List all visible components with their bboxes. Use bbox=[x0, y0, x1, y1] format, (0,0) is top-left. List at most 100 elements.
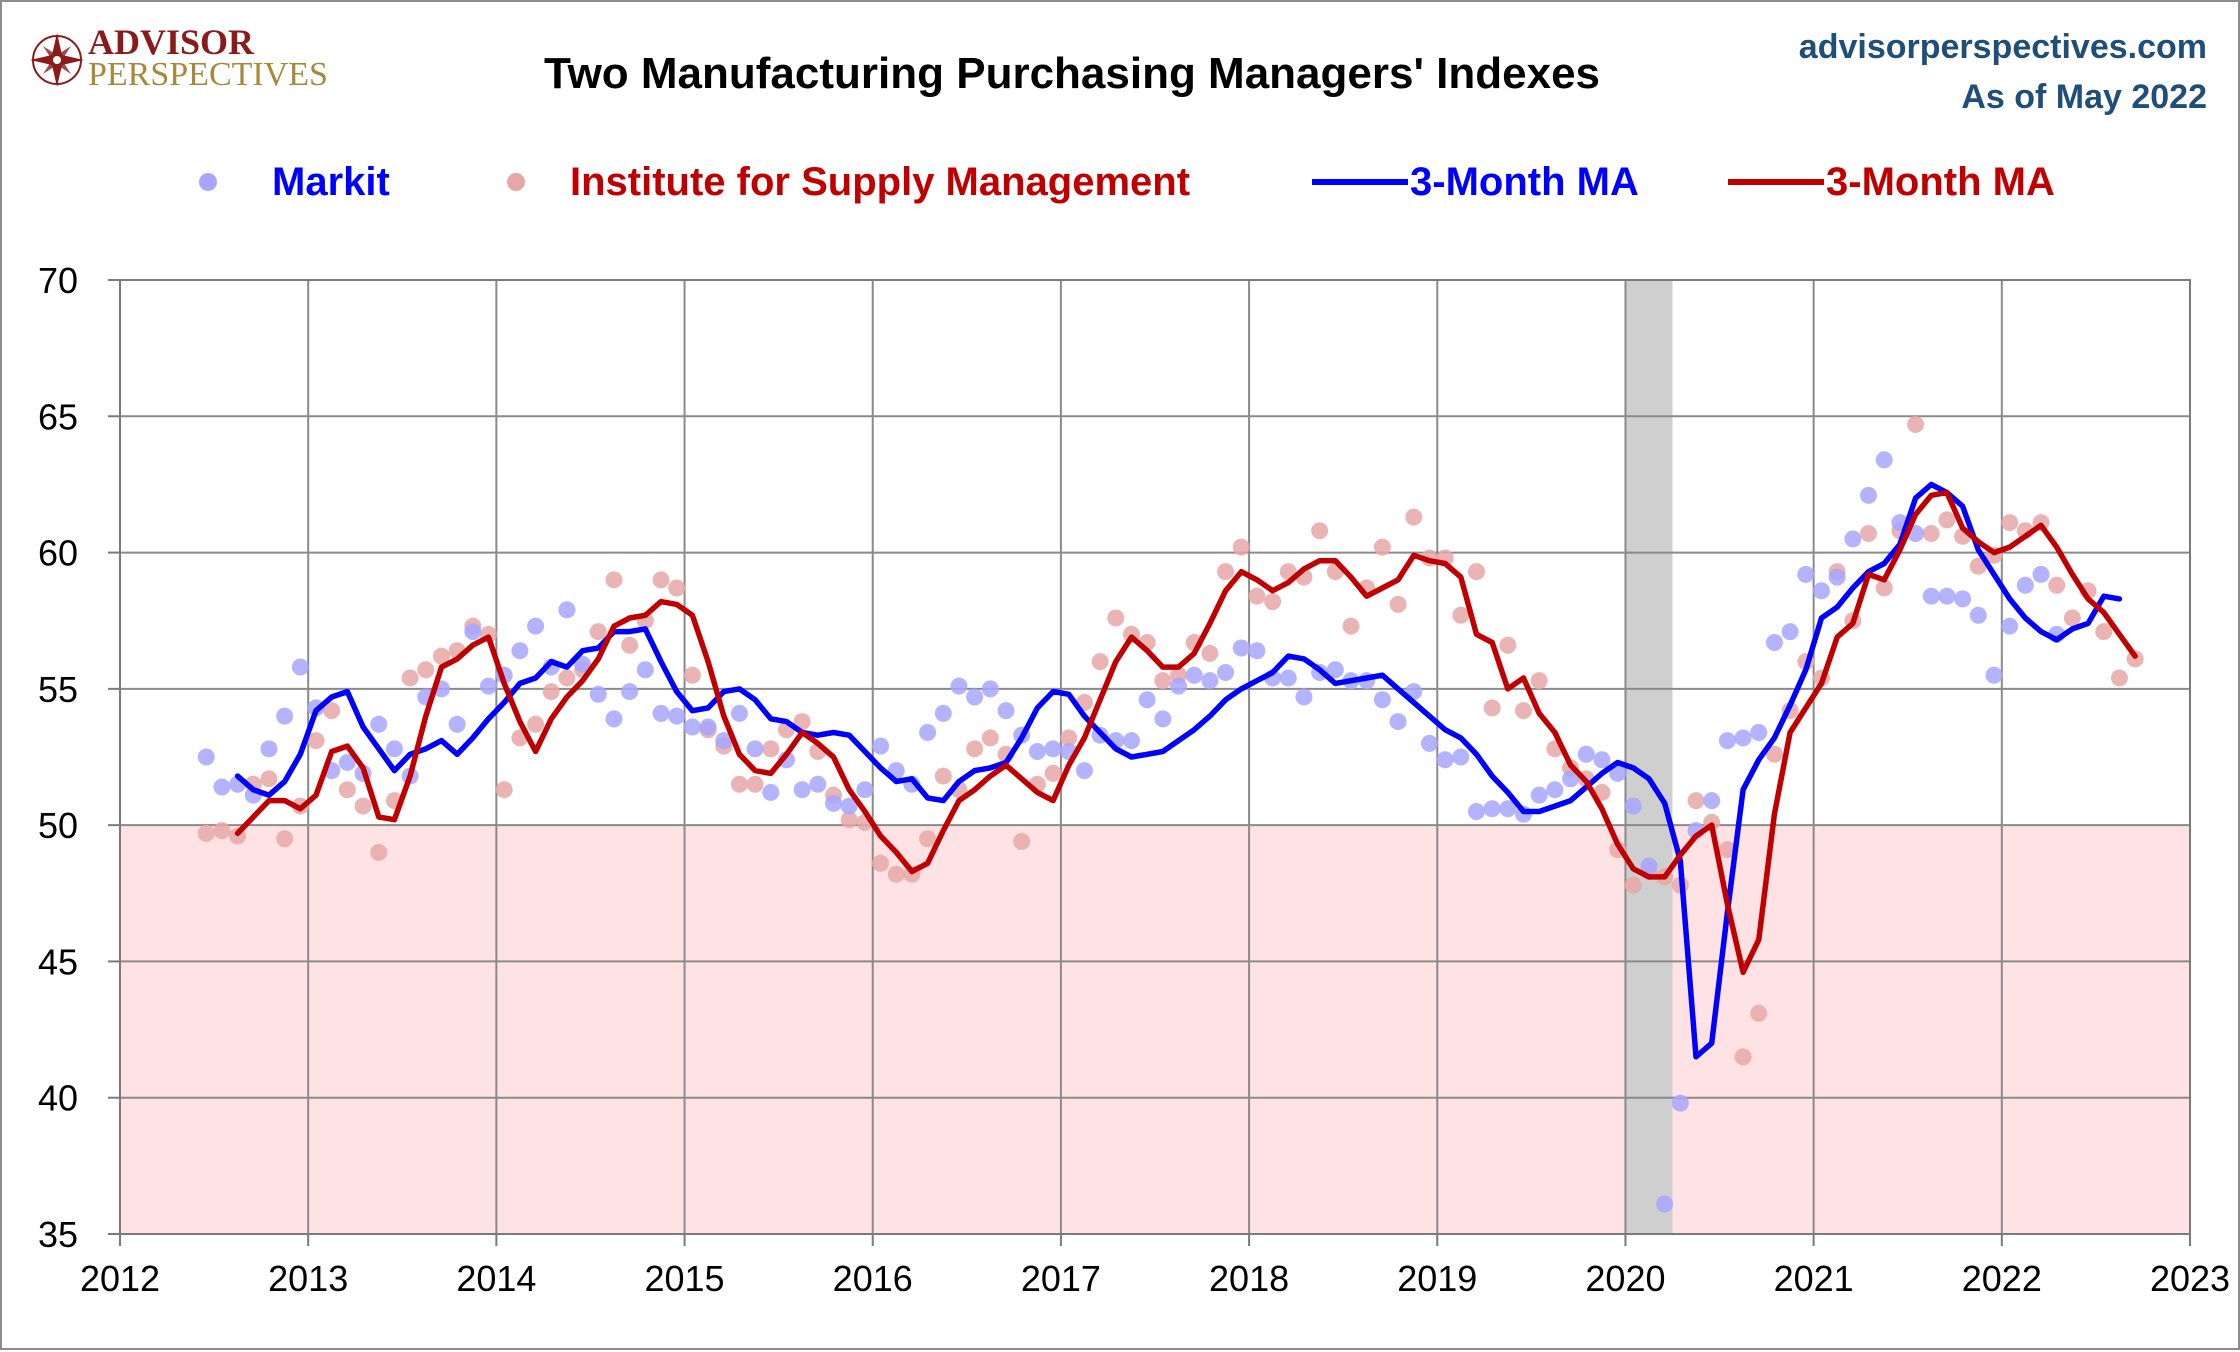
markit-point bbox=[652, 704, 670, 722]
legend-label-ism: Institute for Supply Management bbox=[570, 160, 1190, 204]
ism-point bbox=[887, 865, 905, 883]
ism-point bbox=[338, 781, 356, 799]
markit-point bbox=[2001, 617, 2019, 635]
markit-point bbox=[213, 778, 231, 796]
markit-point bbox=[1201, 672, 1219, 690]
ism-point bbox=[401, 669, 419, 687]
markit-point bbox=[1530, 786, 1548, 804]
markit-point bbox=[746, 740, 764, 758]
ism-ma-line bbox=[234, 489, 2138, 976]
markit-point bbox=[1938, 587, 1956, 605]
markit-point bbox=[636, 661, 654, 679]
markit-point bbox=[1217, 664, 1235, 682]
markit-point bbox=[260, 740, 278, 758]
ism-point bbox=[1483, 699, 1501, 717]
x-tick-label: 2020 bbox=[1585, 1258, 1665, 1299]
ism-point bbox=[2110, 669, 2128, 687]
plot-frame bbox=[119, 279, 2191, 1235]
logo-line2: PERSPECTIVES bbox=[88, 56, 328, 93]
ism-point bbox=[1248, 587, 1266, 605]
markit-point bbox=[840, 797, 858, 815]
markit-point bbox=[1075, 762, 1093, 780]
site-url[interactable]: advisorperspectives.com bbox=[1799, 28, 2207, 66]
ism-point bbox=[652, 571, 670, 589]
ism-point bbox=[1860, 524, 1878, 542]
markit-point bbox=[1875, 451, 1893, 469]
y-tick-label: 45 bbox=[38, 941, 78, 982]
ism-point bbox=[730, 775, 748, 793]
markit-point bbox=[793, 781, 811, 799]
ism-point bbox=[1373, 538, 1391, 556]
markit-point bbox=[1734, 729, 1752, 747]
markit-point bbox=[1562, 770, 1580, 788]
ism-point bbox=[432, 647, 450, 665]
legend: Markit Institute for Supply Management 3… bbox=[199, 160, 2055, 204]
markit-point bbox=[1671, 1094, 1689, 1112]
ism-point bbox=[2095, 623, 2113, 641]
ism-point bbox=[668, 579, 686, 597]
ism-point bbox=[213, 822, 231, 840]
x-tick-label: 2021 bbox=[1774, 1258, 1854, 1299]
markit-point bbox=[558, 601, 576, 619]
ism-point bbox=[276, 830, 294, 848]
ism-point bbox=[746, 775, 764, 793]
markit-point bbox=[197, 748, 215, 766]
legend-marker-ism bbox=[507, 173, 525, 191]
markit-point bbox=[1326, 661, 1344, 679]
markit-point bbox=[1295, 688, 1313, 706]
ism-point bbox=[1217, 563, 1235, 581]
markit-point bbox=[1954, 590, 1972, 608]
markit-point bbox=[1922, 587, 1940, 605]
ism-point bbox=[762, 740, 780, 758]
contraction-shading bbox=[120, 825, 2190, 1234]
y-axis: 35 40 45 50 55 60 65 70 bbox=[38, 260, 120, 1255]
markit-point bbox=[825, 794, 843, 812]
markit-point bbox=[919, 723, 937, 741]
markit-point bbox=[1279, 669, 1297, 687]
recession-shading bbox=[1625, 280, 1673, 1234]
markit-point bbox=[2016, 576, 2034, 594]
ism-point bbox=[1467, 563, 1485, 581]
recession-band bbox=[1625, 280, 1673, 1234]
markit-point bbox=[1436, 751, 1454, 769]
markit-point bbox=[809, 775, 827, 793]
plot-border bbox=[119, 279, 2191, 1235]
ism-point bbox=[2048, 576, 2066, 594]
ism-point bbox=[1734, 1048, 1752, 1066]
markit-point bbox=[370, 715, 388, 733]
markit-point bbox=[1483, 800, 1501, 818]
ism-point bbox=[1875, 579, 1893, 597]
ism-point bbox=[1969, 557, 1987, 575]
markit-point bbox=[1860, 486, 1878, 504]
markit-point bbox=[1750, 723, 1768, 741]
ism-point bbox=[1499, 636, 1517, 654]
markit-point bbox=[1781, 623, 1799, 641]
markit-point bbox=[1656, 1195, 1674, 1213]
ism-point bbox=[370, 843, 388, 861]
markit-point bbox=[1969, 606, 1987, 624]
ism-point bbox=[1389, 595, 1407, 613]
ism-point bbox=[872, 854, 890, 872]
markit-point bbox=[605, 710, 623, 728]
ism-point bbox=[527, 715, 545, 733]
ism-point bbox=[793, 713, 811, 731]
markit-point bbox=[981, 680, 999, 698]
ism-point bbox=[1765, 745, 1783, 763]
markit-point bbox=[1154, 710, 1172, 728]
markit-point bbox=[1844, 530, 1862, 548]
markit-point bbox=[950, 677, 968, 695]
markit-point bbox=[997, 702, 1015, 720]
x-axis: 2012 2013 2014 2015 2016 2017 2018 2019 2020 2021… bbox=[80, 1234, 2230, 1299]
ism-point bbox=[1044, 764, 1062, 782]
ism-point bbox=[605, 571, 623, 589]
markit-point bbox=[1044, 740, 1062, 758]
ism-point bbox=[558, 669, 576, 687]
markit-point bbox=[730, 704, 748, 722]
ism-point bbox=[981, 729, 999, 747]
markit-point bbox=[1122, 732, 1140, 750]
markit-point bbox=[511, 642, 529, 660]
ism-point bbox=[1687, 792, 1705, 810]
markit-point bbox=[589, 685, 607, 703]
markit-point bbox=[699, 718, 717, 736]
